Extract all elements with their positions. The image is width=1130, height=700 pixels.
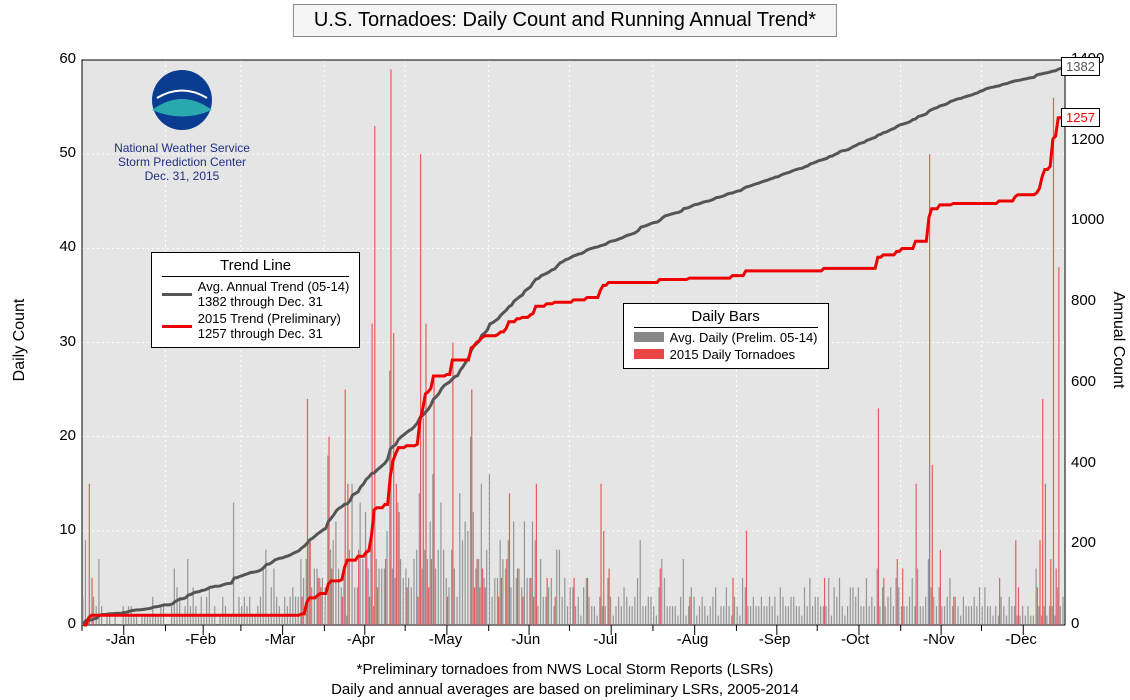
- y-left-tick: 30: [59, 333, 76, 350]
- footnote-2: Daily and annual averages are based on p…: [331, 681, 799, 698]
- y-right-tick: 400: [1071, 454, 1096, 471]
- y-left-tick: 0: [68, 615, 76, 632]
- x-month-tick: -Jan: [106, 631, 135, 648]
- y-left-tick: 50: [59, 144, 76, 161]
- x-month-tick: -May: [429, 631, 462, 648]
- noaa-logo-block: National Weather ServiceStorm Prediction…: [102, 68, 262, 183]
- x-month-tick: -Aug: [677, 631, 709, 648]
- chart-title: U.S. Tornadoes: Daily Count and Running …: [293, 4, 837, 37]
- y-right-tick: 200: [1071, 534, 1096, 551]
- x-month-tick: -Apr: [347, 631, 375, 648]
- y-right-tick: 600: [1071, 373, 1096, 390]
- y-left-tick: 20: [59, 427, 76, 444]
- legend: Daily BarsAvg. Daily (Prelim. 05-14)2015…: [623, 303, 829, 369]
- y-right-tick: 1000: [1071, 211, 1104, 228]
- legend: Trend LineAvg. Annual Trend (05-14) 1382…: [151, 252, 361, 348]
- x-month-tick: -Jul: [593, 631, 617, 648]
- footnote-1: *Preliminary tornadoes from NWS Local St…: [357, 661, 774, 678]
- y-right-axis-label: Annual Count: [1109, 292, 1127, 389]
- x-month-tick: -Jun: [511, 631, 540, 648]
- y-left-tick: 60: [59, 50, 76, 67]
- value-box: 1382: [1061, 57, 1100, 76]
- y-right-tick: 1200: [1071, 131, 1104, 148]
- y-left-axis-label: Daily Count: [11, 299, 29, 382]
- chart-container: U.S. Tornadoes: Daily Count and Running …: [0, 0, 1130, 700]
- x-month-tick: -Oct: [841, 631, 869, 648]
- x-month-tick: -Sep: [759, 631, 791, 648]
- x-month-tick: -Dec: [1005, 631, 1037, 648]
- y-right-tick: 0: [1071, 615, 1079, 632]
- noaa-logo-icon: [137, 68, 227, 138]
- y-left-tick: 10: [59, 521, 76, 538]
- x-month-tick: -Mar: [265, 631, 296, 648]
- y-right-tick: 800: [1071, 292, 1096, 309]
- x-month-tick: -Nov: [923, 631, 955, 648]
- x-month-tick: -Feb: [185, 631, 216, 648]
- y-left-tick: 40: [59, 238, 76, 255]
- value-box: 1257: [1061, 108, 1100, 127]
